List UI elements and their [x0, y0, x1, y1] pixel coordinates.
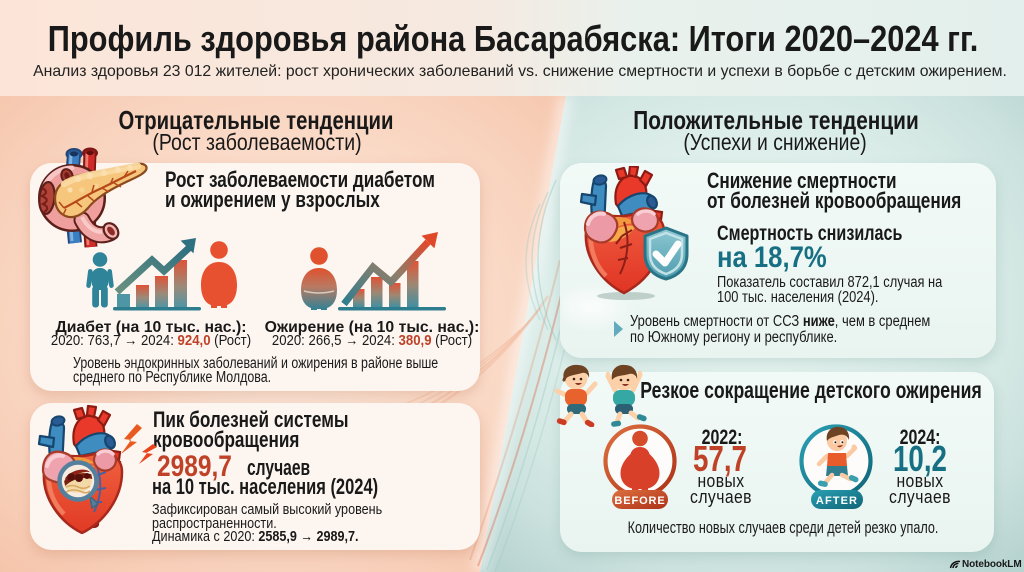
svg-text:AFTER: AFTER: [816, 495, 858, 507]
svg-text:BEFORE: BEFORE: [614, 495, 665, 507]
